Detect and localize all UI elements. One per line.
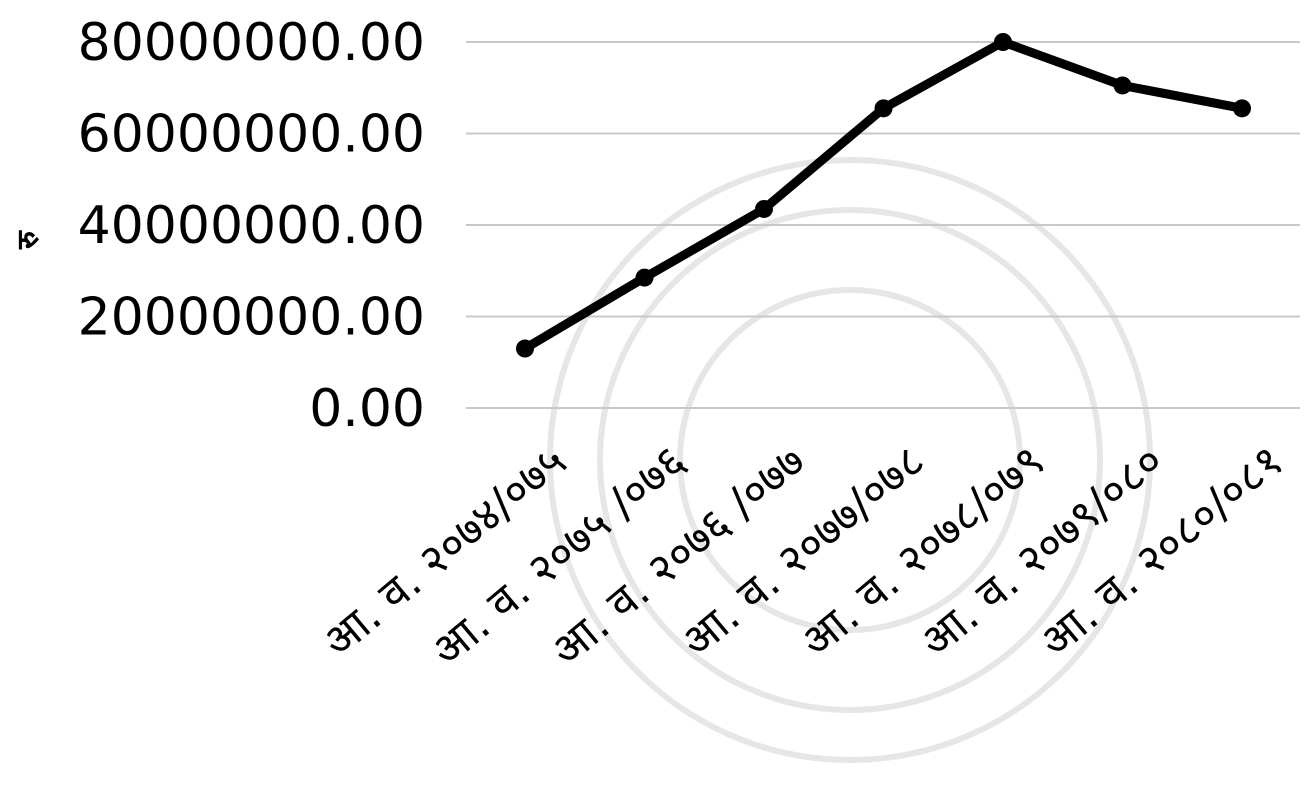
series-layer <box>516 33 1251 358</box>
watermark-ring-1 <box>547 157 1153 763</box>
data-point <box>516 339 534 358</box>
watermark-ring-3 <box>677 287 1023 633</box>
data-point <box>1113 76 1132 95</box>
gridlines <box>466 41 1300 409</box>
y-tick-label: 60000000.00 <box>78 105 425 165</box>
data-point <box>874 99 893 118</box>
y-tick-label: 0.00 <box>309 379 425 439</box>
y-tick-label: 20000000.00 <box>78 288 425 348</box>
y-axis-ticks: 0.00 20000000.00 40000000.00 60000000.00 800… <box>78 13 425 439</box>
emblem-watermark <box>547 157 1153 763</box>
series-line <box>520 37 1247 354</box>
y-tick-label: 80000000.00 <box>78 13 425 73</box>
data-point <box>755 199 773 218</box>
watermark-ring-2 <box>597 207 1103 713</box>
y-tick-label: 40000000.00 <box>78 196 425 256</box>
data-point <box>994 33 1012 51</box>
data-point <box>635 268 654 287</box>
data-point <box>1233 99 1251 118</box>
y-axis-label: रु <box>11 230 46 250</box>
